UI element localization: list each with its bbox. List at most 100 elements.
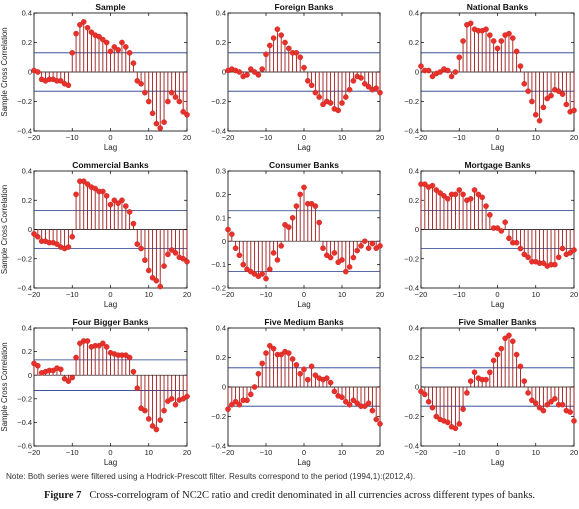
y-tick-label: 0.4 xyxy=(22,324,32,333)
x-tick-label: 20 xyxy=(570,133,578,142)
data-point xyxy=(293,203,300,209)
y-tick-label: −0.4 xyxy=(404,284,419,293)
y-tick-label: 0 xyxy=(222,237,226,246)
chart-panel-2: −20 −10 0 10 20 −0.4 −0.2 0 0.2 0.4 Foreign Banks L… xyxy=(211,2,384,152)
data-point xyxy=(559,91,566,97)
x-tick-label: −10 xyxy=(453,448,466,457)
data-point xyxy=(100,340,106,347)
data-point xyxy=(142,89,148,96)
data-point xyxy=(161,119,167,125)
y-tick-label: 0.2 xyxy=(409,38,419,47)
data-point xyxy=(342,398,349,405)
data-point xyxy=(84,181,91,187)
data-point xyxy=(509,338,516,345)
data-point xyxy=(327,100,334,106)
data-point xyxy=(153,277,160,284)
data-point xyxy=(502,219,508,225)
data-point xyxy=(289,356,296,362)
x-tick-label: −10 xyxy=(453,290,466,299)
data-point xyxy=(316,94,323,100)
data-point xyxy=(103,344,110,350)
data-point xyxy=(157,283,164,290)
x-tick-label: 20 xyxy=(570,290,578,299)
data-point xyxy=(145,267,152,274)
x-tick-label: 20 xyxy=(183,290,191,299)
x-tick-label: −20 xyxy=(415,290,428,299)
x-axis-label: Lag xyxy=(491,143,504,152)
data-point xyxy=(161,407,167,414)
data-point xyxy=(494,351,501,358)
data-point xyxy=(176,98,183,105)
data-point xyxy=(134,385,141,391)
data-point xyxy=(73,30,79,37)
data-point xyxy=(567,409,573,415)
data-point xyxy=(153,120,160,127)
data-point xyxy=(479,194,486,201)
data-point xyxy=(342,268,349,275)
data-point xyxy=(327,254,334,261)
data-point xyxy=(165,251,171,258)
data-point xyxy=(567,250,573,256)
data-point xyxy=(149,423,156,429)
x-tick-label: −10 xyxy=(66,448,79,457)
data-point xyxy=(31,231,37,237)
data-point xyxy=(161,263,167,269)
chart-title: Four Bigger Banks xyxy=(72,317,148,327)
data-point xyxy=(540,407,547,414)
data-point xyxy=(335,107,342,114)
data-point xyxy=(266,42,273,49)
y-tick-label: −0.6 xyxy=(17,442,32,451)
data-point xyxy=(548,398,554,405)
x-tick-label: −20 xyxy=(222,133,235,142)
x-tick-label: −20 xyxy=(222,448,235,457)
y-tick-label: −0.4 xyxy=(404,127,419,136)
x-tick-label: −10 xyxy=(260,133,273,142)
y-tick-label: 0.4 xyxy=(409,324,419,333)
x-tick-label: −10 xyxy=(66,133,79,142)
y-tick-label: −0.2 xyxy=(17,394,32,403)
data-point xyxy=(263,51,269,58)
data-point xyxy=(285,350,292,356)
data-point xyxy=(255,370,262,377)
data-point xyxy=(456,421,463,427)
data-point xyxy=(225,226,231,233)
data-point xyxy=(168,395,175,402)
data-point xyxy=(444,195,451,202)
data-point xyxy=(433,187,440,193)
data-point xyxy=(247,391,254,398)
data-point xyxy=(555,88,562,94)
y-tick-label: 0.4 xyxy=(409,167,419,176)
data-point xyxy=(425,67,432,74)
data-point xyxy=(232,398,239,405)
data-point xyxy=(358,243,364,249)
data-point xyxy=(308,82,315,89)
data-point xyxy=(498,228,505,234)
data-point xyxy=(365,245,372,252)
x-tick-label: 0 xyxy=(108,290,112,299)
y-tick-label: −0.2 xyxy=(17,254,32,263)
data-point xyxy=(107,48,114,55)
data-point xyxy=(354,247,361,254)
data-point xyxy=(145,416,152,422)
data-point xyxy=(130,368,137,375)
data-point xyxy=(180,255,186,262)
data-point xyxy=(157,125,164,131)
data-point xyxy=(119,39,125,46)
data-point xyxy=(456,54,463,61)
y-tick-label: 0.4 xyxy=(22,9,32,18)
data-point xyxy=(571,418,577,424)
x-tick-label: 0 xyxy=(495,448,499,457)
data-point xyxy=(525,390,531,396)
data-point xyxy=(437,190,443,196)
data-point xyxy=(69,50,76,56)
data-point xyxy=(529,397,535,404)
data-point xyxy=(77,21,83,28)
data-point xyxy=(464,390,470,396)
x-tick-label: −20 xyxy=(28,448,41,457)
data-point xyxy=(525,254,531,261)
data-point xyxy=(365,400,372,407)
x-tick-label: 10 xyxy=(145,448,153,457)
y-tick-label: 0.4 xyxy=(216,324,226,333)
y-tick-label: −0.2 xyxy=(404,97,419,106)
data-point xyxy=(571,107,577,114)
